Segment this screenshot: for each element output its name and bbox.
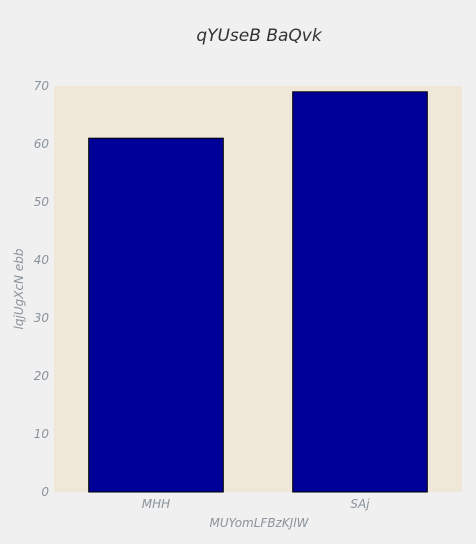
y-tick-label: 60 xyxy=(34,137,50,151)
bar-saj xyxy=(292,91,428,493)
x-tick-label: SAj xyxy=(350,497,370,511)
y-tick-label: 50 xyxy=(34,195,50,209)
y-tick-label: 40 xyxy=(34,253,50,267)
y-tick-label: 20 xyxy=(34,369,50,383)
y-axis-ticks: 0 10 20 30 40 50 60 70 xyxy=(34,79,50,499)
x-axis-ticks: MHH SAj xyxy=(142,497,370,511)
x-tick-label: MHH xyxy=(142,497,170,511)
y-tick-label: 0 xyxy=(41,485,49,499)
bars-group xyxy=(88,91,428,493)
x-axis-label: MUYomLFBzKJlW xyxy=(210,516,310,530)
chart-title: qYUseB BaQvk xyxy=(196,26,323,46)
y-tick-label: 10 xyxy=(34,427,50,441)
y-tick-label: 70 xyxy=(34,79,50,93)
y-axis-label: lqjUgXcN ebb xyxy=(12,248,26,329)
y-tick-label: 30 xyxy=(34,311,50,325)
bar-mhh xyxy=(88,137,224,493)
